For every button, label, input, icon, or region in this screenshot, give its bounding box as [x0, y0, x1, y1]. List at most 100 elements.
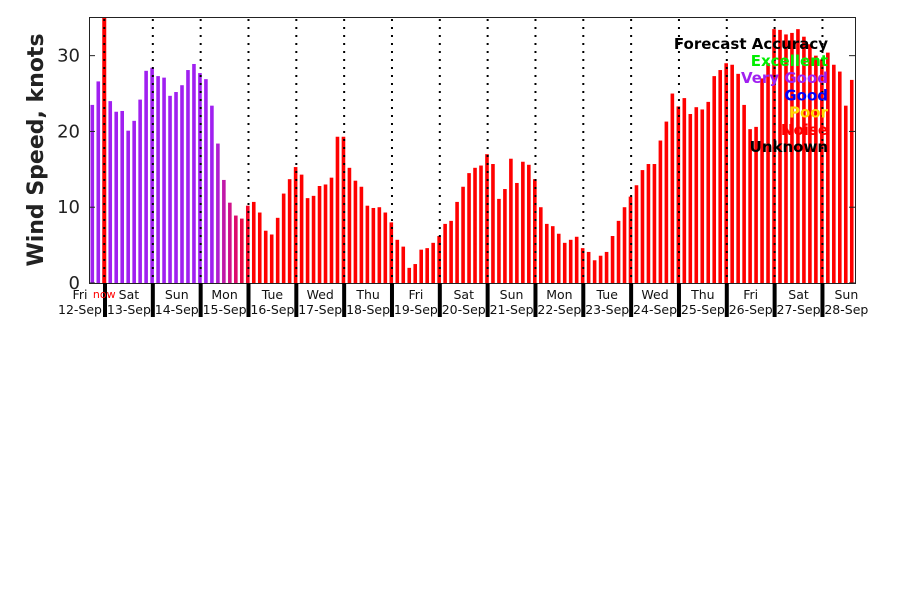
day-date-label: 20-Sep	[442, 302, 486, 317]
bar	[808, 44, 812, 284]
day-date-label: 15-Sep	[203, 302, 247, 317]
bar	[323, 184, 328, 283]
day-date-label: 28-Sep	[824, 302, 868, 317]
bar	[329, 177, 334, 283]
bar	[790, 32, 794, 283]
bar	[311, 195, 316, 283]
bar	[96, 81, 101, 283]
bar	[533, 179, 537, 283]
bar	[646, 164, 651, 283]
y-axis-label: Wind Speed, knots	[24, 33, 49, 266]
bar	[694, 107, 699, 283]
bar	[515, 182, 519, 283]
day-name-label: Fri	[73, 287, 88, 302]
bar	[832, 64, 836, 283]
bar	[251, 201, 256, 283]
bar	[132, 120, 136, 283]
bar	[580, 248, 585, 283]
day-date-label: 25-Sep	[681, 302, 725, 317]
day-name-label: Sun	[165, 287, 189, 302]
day-name-label: Wed	[641, 287, 668, 302]
bar	[640, 170, 645, 283]
bar	[754, 126, 758, 283]
legend-entry: Very Good	[741, 69, 828, 87]
bar	[568, 239, 573, 283]
bar	[114, 111, 119, 284]
bar	[724, 63, 728, 283]
bar	[449, 220, 453, 283]
bar	[730, 64, 734, 283]
bar	[622, 207, 627, 283]
bar	[742, 104, 746, 283]
bar	[479, 165, 483, 283]
day-date-label: 27-Sep	[777, 302, 821, 317]
bar	[628, 196, 633, 283]
bar	[544, 223, 549, 283]
y-tick-label: 20	[57, 121, 80, 142]
bar	[204, 79, 208, 283]
bar	[634, 185, 639, 283]
legend-entry: Unknown	[750, 138, 828, 156]
bar	[341, 136, 346, 283]
bar	[198, 73, 202, 283]
day-name-label: Thu	[690, 287, 714, 302]
day-date-label: 23-Sep	[585, 302, 629, 317]
bar	[706, 101, 711, 283]
day-name-label: Sat	[453, 287, 474, 302]
bar	[616, 220, 621, 283]
legend-entry: Good	[784, 86, 828, 104]
day-date-label: 18-Sep	[346, 302, 390, 317]
bar	[586, 251, 591, 283]
bar	[539, 207, 543, 283]
plot-frame	[89, 17, 856, 284]
bar	[353, 180, 358, 283]
day-date-label: 16-Sep	[250, 302, 294, 317]
bar	[90, 104, 95, 283]
bar	[778, 29, 782, 283]
bar	[335, 136, 340, 283]
bar	[826, 52, 830, 284]
bar	[664, 121, 669, 283]
bar	[395, 239, 400, 283]
bar	[216, 143, 220, 283]
bar	[748, 129, 752, 283]
bar	[431, 242, 435, 283]
bar	[712, 76, 717, 283]
bar	[509, 158, 513, 283]
bar	[413, 264, 418, 283]
day-name-label: Tue	[261, 287, 284, 302]
bar	[162, 77, 166, 284]
bar	[156, 76, 160, 283]
day-name-label: Wed	[307, 287, 334, 302]
legend-entry: Excellent	[751, 52, 828, 70]
now-label: now	[93, 288, 116, 301]
bar	[174, 92, 178, 284]
day-date-label: 17-Sep	[298, 302, 342, 317]
bar	[461, 186, 465, 283]
bar	[293, 167, 298, 283]
day-date-label: 14-Sep	[155, 302, 199, 317]
bar	[305, 198, 310, 283]
bar	[784, 34, 788, 283]
bar	[688, 114, 693, 284]
bar	[521, 161, 525, 283]
bar	[455, 201, 459, 283]
bar	[371, 207, 376, 283]
y-tick-label: 10	[57, 197, 80, 218]
bar	[503, 189, 507, 283]
x-axis: Fri12-SepSat13-SepSun14-SepMon15-SepTue1…	[58, 283, 868, 317]
bar	[192, 63, 196, 284]
bar	[658, 140, 663, 283]
legend-entry: Poor	[789, 104, 829, 122]
day-date-label: 13-Sep	[107, 302, 151, 317]
bar	[652, 164, 657, 283]
bar	[467, 173, 471, 283]
bar	[281, 193, 286, 283]
bar	[610, 236, 615, 283]
bar	[562, 242, 567, 283]
bar	[240, 218, 244, 283]
bar	[425, 248, 429, 283]
bar	[473, 167, 477, 283]
bar	[234, 215, 238, 283]
